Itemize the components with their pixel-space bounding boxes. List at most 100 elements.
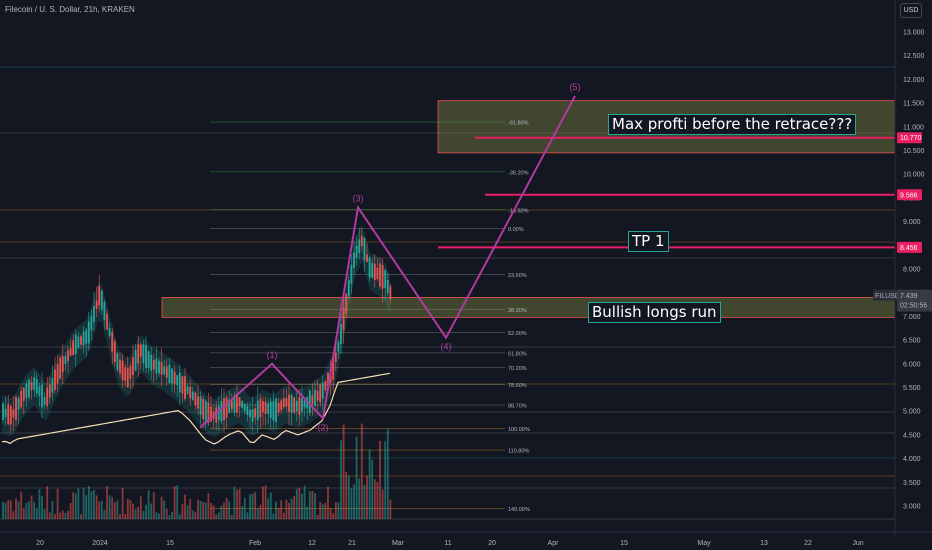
candle-body xyxy=(126,368,129,388)
candle-body xyxy=(243,403,246,412)
candle-body xyxy=(275,398,277,423)
candle-body xyxy=(311,395,314,405)
annotation-max-profit[interactable]: Max profti before the retrace??? xyxy=(608,114,857,136)
price-tick: 6.000 xyxy=(903,361,921,368)
volume-bar xyxy=(116,500,119,519)
volume-bar xyxy=(119,514,121,519)
candle-body xyxy=(106,313,108,330)
volume-bar xyxy=(332,512,335,519)
symbol-tag-bg xyxy=(873,289,897,301)
candle-body xyxy=(111,332,114,352)
candle-body xyxy=(4,408,7,418)
candle-body xyxy=(43,397,46,405)
volume-bar xyxy=(262,486,264,519)
wave-path[interactable] xyxy=(199,95,576,429)
volume-bar xyxy=(389,499,392,519)
volume-bar xyxy=(334,502,337,519)
candle-body xyxy=(366,254,368,263)
volume-bar xyxy=(132,503,134,519)
volume-bar xyxy=(98,501,101,519)
candle-body xyxy=(158,360,160,374)
candle-body xyxy=(67,350,69,362)
candle-body xyxy=(61,356,64,373)
candle-body xyxy=(259,398,262,418)
candle-body xyxy=(340,324,342,345)
volume-bar xyxy=(121,487,124,519)
symbol-title: Filecoin / U. S. Dollar, 21h, KRAKEN xyxy=(5,5,135,14)
time-tick: 20 xyxy=(36,540,44,547)
candle-body xyxy=(119,359,121,374)
volume-bar xyxy=(347,475,350,519)
volume-bar xyxy=(243,498,246,519)
volume-bar xyxy=(33,501,36,519)
candle-body xyxy=(371,262,374,278)
last-price: 7.439 xyxy=(900,293,918,300)
candle-body xyxy=(360,235,363,246)
candle-body xyxy=(191,391,194,401)
volume-bar xyxy=(386,429,389,519)
volume-bar xyxy=(342,424,345,519)
volume-bar xyxy=(111,497,114,519)
time-axis[interactable]: 20 2024 15 Feb 12 21 Mar 11 20 Apr 15 May 13 22 Jun xyxy=(0,531,932,547)
fib-label: -61.80% xyxy=(508,121,529,127)
annotation-bullish-longs[interactable]: Bullish longs run xyxy=(588,302,721,324)
candle-body xyxy=(56,364,59,384)
volume-bar xyxy=(230,514,233,519)
candle-body xyxy=(210,406,212,422)
volume-bar xyxy=(269,492,272,519)
price-tick: 8.000 xyxy=(903,267,921,274)
candle-body xyxy=(80,336,82,345)
candle-body xyxy=(90,316,93,331)
volume-bar xyxy=(74,493,77,519)
annotation-tp1[interactable]: TP 1 xyxy=(628,231,669,253)
volume-bar xyxy=(15,498,17,519)
price-axis[interactable]: 13.000 12.500 12.000 11.500 11.000 10.500 10.0… xyxy=(873,0,932,535)
volume-bar xyxy=(329,508,332,519)
volume-bar xyxy=(12,511,15,519)
candle-body xyxy=(264,401,267,414)
candle-body xyxy=(272,400,275,421)
volume-bar xyxy=(295,488,298,519)
candle-body xyxy=(225,397,228,418)
volume-bar xyxy=(4,502,7,519)
candle-body xyxy=(176,375,179,386)
candle-body xyxy=(337,341,340,352)
price-tick: 5.500 xyxy=(903,385,921,392)
volume-bar xyxy=(165,508,168,519)
candle-body xyxy=(20,391,23,408)
fib-label: 88.70% xyxy=(508,404,527,410)
volume-bar xyxy=(282,512,285,519)
time-tick: 21 xyxy=(348,540,356,547)
price-tick: 10.000 xyxy=(903,172,925,179)
volume-bar xyxy=(360,423,363,519)
candle-body xyxy=(72,340,75,356)
horizontal-lines xyxy=(0,66,895,520)
volume-bar xyxy=(93,490,95,519)
candle-body xyxy=(184,376,186,399)
candle-body xyxy=(246,405,249,416)
time-tick: 20 xyxy=(488,540,496,547)
volume-bar xyxy=(41,495,43,519)
bar-countdown: 02:50:56 xyxy=(900,303,927,310)
candle-body xyxy=(280,400,283,411)
price-label: 8.456 xyxy=(900,245,918,252)
time-tick: Apr xyxy=(548,540,560,547)
candle-body xyxy=(142,344,145,364)
volume-bar xyxy=(217,512,220,519)
volume-bar xyxy=(64,513,67,519)
candle-body xyxy=(103,301,106,320)
candle-body xyxy=(35,378,38,394)
candle-body xyxy=(41,384,43,408)
candle-body xyxy=(290,395,293,413)
candle-body xyxy=(386,279,389,293)
currency-button[interactable]: USD xyxy=(900,3,922,18)
candle-body xyxy=(316,391,319,401)
candle-body xyxy=(282,398,285,408)
volume-bar xyxy=(314,493,316,519)
time-tick: 22 xyxy=(804,540,812,547)
candle-body xyxy=(220,401,223,422)
volume-bar xyxy=(9,500,12,519)
wave-label: (3) xyxy=(353,193,364,203)
